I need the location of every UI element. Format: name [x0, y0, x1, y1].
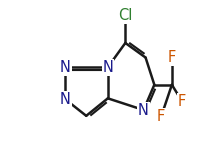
Text: N: N	[60, 60, 71, 75]
Text: F: F	[157, 109, 165, 124]
Text: Cl: Cl	[118, 8, 132, 23]
Text: F: F	[178, 94, 186, 109]
Text: N: N	[60, 92, 71, 107]
Text: F: F	[168, 50, 176, 65]
Text: N: N	[102, 60, 113, 75]
Text: N: N	[138, 102, 149, 117]
